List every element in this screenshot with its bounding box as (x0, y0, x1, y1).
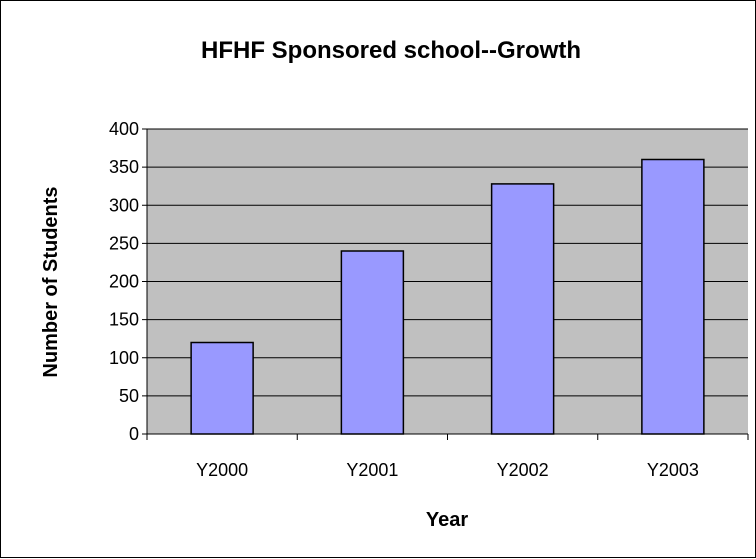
y-tick-label: 300 (109, 195, 139, 215)
x-tick-label: Y2001 (346, 460, 398, 480)
bar-y2000 (190, 341, 254, 435)
y-tick-label: 200 (109, 272, 139, 292)
y-tick-label: 50 (119, 386, 139, 406)
y-tick-label: 350 (109, 157, 139, 177)
chart-title: HFHF Sponsored school--Growth (201, 37, 581, 64)
y-tick-label: 250 (109, 233, 139, 253)
bar-y2002 (490, 183, 555, 435)
y-tick-label: 400 (109, 119, 139, 139)
y-tick-label: 100 (109, 348, 139, 368)
x-tick-label: Y2003 (647, 460, 699, 480)
bar-y2003 (641, 158, 705, 435)
plot-area: 0 50 100 150 200 250 300 350 400 Y2000 Y2001 Y2002 Y… (109, 119, 749, 480)
x-axis-title: Year (426, 509, 468, 531)
x-tick-label: Y2002 (497, 460, 549, 480)
x-tick-label: Y2000 (196, 460, 248, 480)
y-tick-label: 0 (129, 424, 139, 444)
bar-y2001 (340, 250, 405, 435)
y-axis-title: Number of Students (40, 186, 62, 377)
y-tick-label: 150 (109, 310, 139, 330)
